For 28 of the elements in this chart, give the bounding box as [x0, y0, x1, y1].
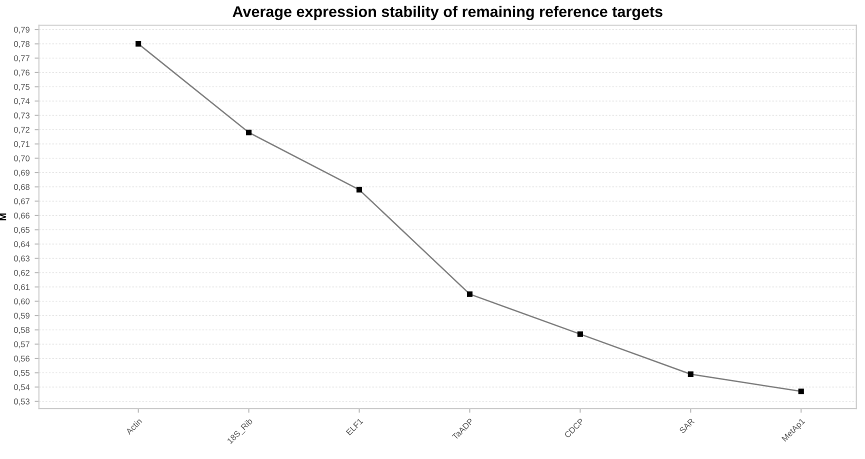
y-tick-label: 0,74 [14, 98, 30, 106]
y-tick-label: 0,73 [14, 112, 30, 120]
y-tick-label: 0,70 [14, 155, 30, 162]
y-tick-label: 0,77 [14, 55, 30, 62]
y-tick-label: 0,79 [14, 26, 30, 34]
y-tick-label: 0,56 [14, 356, 30, 363]
y-tick-label: 0,71 [14, 141, 30, 148]
y-tick-label: 0,63 [14, 256, 30, 262]
y-tick-label: 0,62 [14, 270, 30, 277]
y-tick-label: 0,64 [14, 241, 30, 248]
chart-title: Average expression stability of remaining reference targets [232, 6, 662, 20]
y-tick-label: 0,76 [14, 70, 30, 77]
y-tick-label: 0,66 [14, 212, 30, 220]
y-tick-label: 0,54 [14, 384, 30, 392]
y-tick-label: 0,68 [14, 184, 30, 191]
y-tick-label: 0,57 [14, 341, 30, 348]
y-tick-label: 0,72 [14, 126, 30, 134]
y-tick-label: 0,60 [14, 298, 30, 306]
y-tick-label: 0,61 [14, 284, 30, 292]
y-tick-label: 0,69 [14, 170, 30, 177]
y-tick-label: 0,67 [14, 198, 30, 206]
y-tick-label: 0,59 [14, 312, 30, 320]
y-tick-label: 0,53 [14, 398, 30, 406]
y-tick-label: 0,75 [14, 84, 30, 91]
y-tick-label: 0,55 [14, 370, 30, 377]
y-tick-label: 0,65 [14, 226, 30, 234]
y-tick-label: 0,58 [14, 327, 30, 334]
y-tick-label: 0,78 [14, 41, 30, 48]
